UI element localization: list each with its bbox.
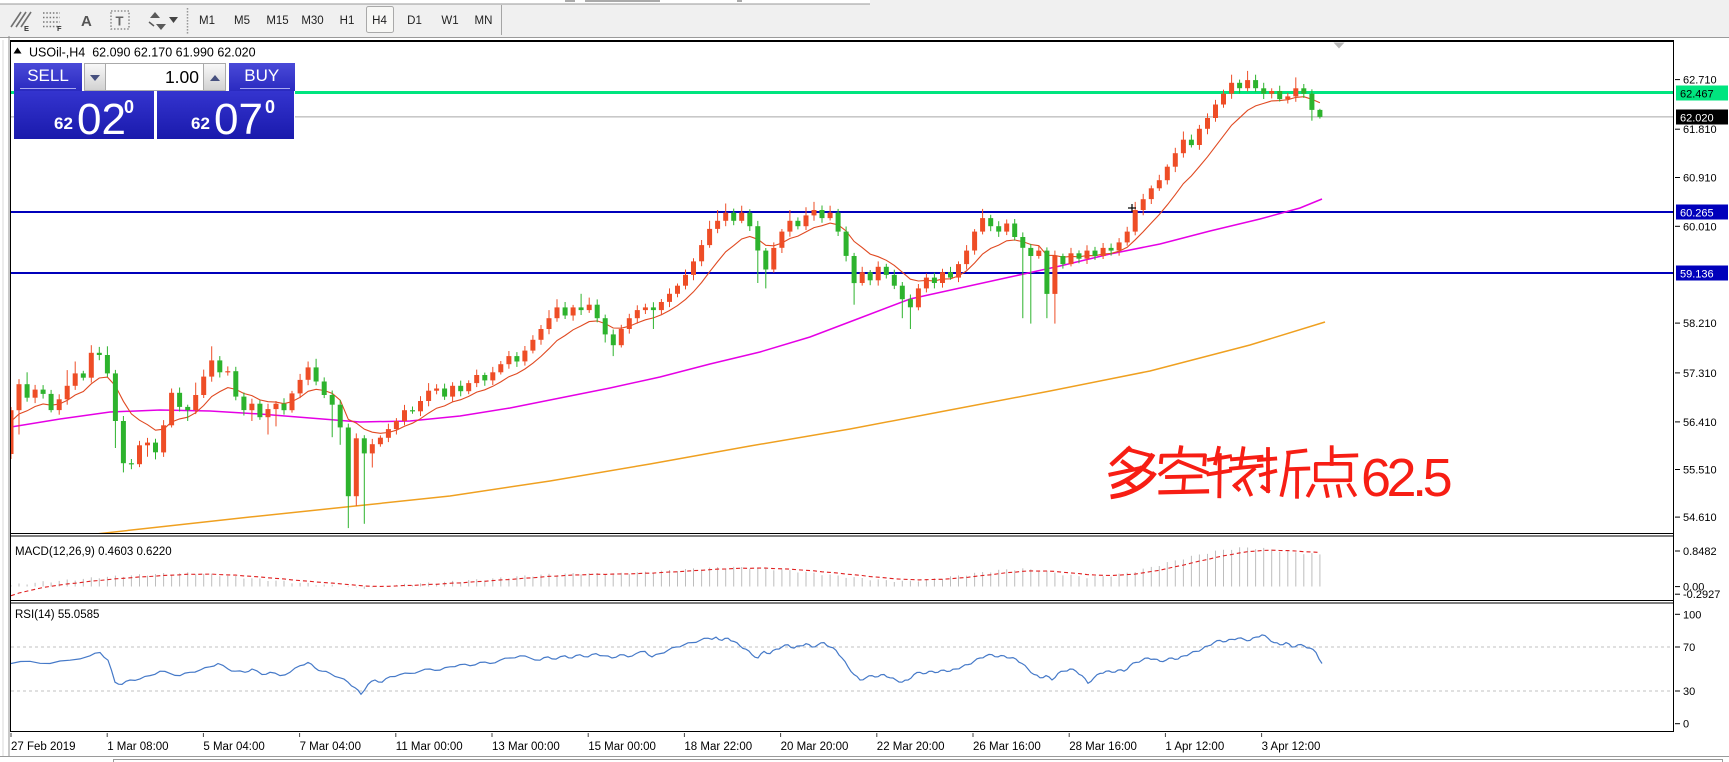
svg-text:0.00: 0.00 <box>1683 582 1704 594</box>
svg-text:30: 30 <box>1683 686 1695 698</box>
svg-text:11 Mar 00:00: 11 Mar 00:00 <box>396 741 463 753</box>
svg-text:55.510: 55.510 <box>1683 465 1717 477</box>
svg-text:1 Apr 12:00: 1 Apr 12:00 <box>1165 741 1224 753</box>
svg-text:E: E <box>24 24 29 33</box>
svg-text:H1: H1 <box>340 15 355 27</box>
svg-text:MN: MN <box>475 15 493 27</box>
svg-text:70: 70 <box>1683 642 1695 654</box>
svg-text:57.310: 57.310 <box>1683 368 1717 380</box>
svg-text:MACD(12,26,9) 0.4603 0.6220: MACD(12,26,9) 0.4603 0.6220 <box>15 546 172 558</box>
svg-text:3 Apr 12:00: 3 Apr 12:00 <box>1262 741 1321 753</box>
svg-text:7 Mar 04:00: 7 Mar 04:00 <box>300 741 361 753</box>
svg-text:5 Mar 04:00: 5 Mar 04:00 <box>203 741 264 753</box>
svg-text:-0.2927: -0.2927 <box>1683 589 1720 601</box>
svg-text:60.910: 60.910 <box>1683 173 1717 185</box>
svg-text:60.010: 60.010 <box>1683 221 1717 233</box>
svg-text:0: 0 <box>1683 719 1689 731</box>
svg-text:1 Mar 08:00: 1 Mar 08:00 <box>107 741 168 753</box>
svg-text:22 Mar 20:00: 22 Mar 20:00 <box>877 741 945 753</box>
svg-text:62.5: 62.5 <box>1361 448 1451 508</box>
svg-text:T: T <box>116 14 124 29</box>
svg-text:M5: M5 <box>234 15 250 27</box>
svg-text:62.467: 62.467 <box>1680 89 1714 101</box>
svg-text:18 Mar 22:00: 18 Mar 22:00 <box>684 741 752 753</box>
svg-text:20 Mar 20:00: 20 Mar 20:00 <box>781 741 849 753</box>
svg-text:W1: W1 <box>441 15 458 27</box>
svg-text:100: 100 <box>1683 609 1701 621</box>
svg-text:62.020: 62.020 <box>1680 113 1714 125</box>
svg-text:0.8482: 0.8482 <box>1683 546 1717 558</box>
svg-text:60.265: 60.265 <box>1680 208 1714 220</box>
svg-text:61.810: 61.810 <box>1683 124 1717 136</box>
svg-text:62.710: 62.710 <box>1683 75 1717 87</box>
svg-text:H4: H4 <box>372 15 387 27</box>
svg-text:15 Mar 00:00: 15 Mar 00:00 <box>588 741 656 753</box>
svg-text:27 Feb 2019: 27 Feb 2019 <box>11 741 76 753</box>
svg-text:F: F <box>57 24 62 33</box>
svg-text:28 Mar 16:00: 28 Mar 16:00 <box>1069 741 1137 753</box>
svg-text:D1: D1 <box>407 15 422 27</box>
svg-text:M30: M30 <box>301 15 323 27</box>
svg-text:M1: M1 <box>199 15 215 27</box>
svg-text:59.136: 59.136 <box>1680 269 1714 281</box>
svg-text:58.210: 58.210 <box>1683 318 1717 330</box>
svg-text:54.610: 54.610 <box>1683 512 1717 524</box>
svg-text:56.410: 56.410 <box>1683 417 1717 429</box>
svg-text:USOil-,H4 62.090 62.170 61.99: USOil-,H4 62.090 62.170 61.990 62.020 <box>29 46 256 60</box>
svg-text:M15: M15 <box>266 15 288 27</box>
svg-text:A: A <box>81 13 92 30</box>
svg-text:13 Mar 00:00: 13 Mar 00:00 <box>492 741 560 753</box>
svg-text:26 Mar 16:00: 26 Mar 16:00 <box>973 741 1041 753</box>
svg-text:RSI(14) 55.0585: RSI(14) 55.0585 <box>15 609 99 621</box>
